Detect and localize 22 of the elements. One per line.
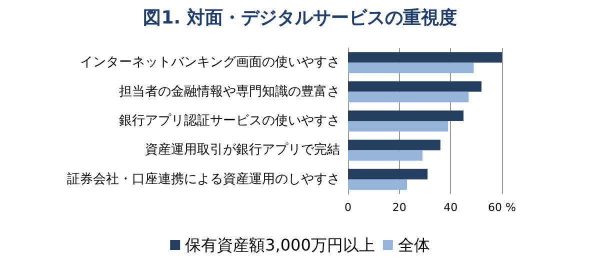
y-tick-label: 銀行アプリ認証サービスの使いやすさ <box>119 114 340 128</box>
legend-label: 全体 <box>398 236 430 254</box>
x-tick-label: 40 <box>444 201 458 214</box>
bar <box>348 140 440 150</box>
x-tick-label: 60 % <box>488 201 516 214</box>
x-tick-label: 0 <box>344 201 352 214</box>
bar <box>348 150 422 161</box>
y-tick-label: 担当者の金融情報や専門知識の豊富さ <box>119 83 340 100</box>
bar <box>348 168 428 180</box>
bar <box>348 81 482 92</box>
bar <box>348 179 408 190</box>
chart-title: 図1. 対面・デジタルサービスの重視度 <box>143 8 457 28</box>
bar <box>348 92 469 102</box>
x-tick-label: 20 <box>392 201 406 214</box>
y-tick-label: 資産運用取引が銀行アプリで完結 <box>145 142 340 158</box>
bar <box>348 121 448 132</box>
y-tick-label: 証券会社・口座連携による資産運用のしやすさ <box>67 170 340 187</box>
bar <box>348 62 474 74</box>
bar <box>348 110 464 121</box>
bar <box>348 52 502 63</box>
legend-label: 保有資産額3,000万円以上 <box>185 236 375 254</box>
y-tick-label: インターネットバンキング画面の使いやすさ <box>80 55 340 70</box>
